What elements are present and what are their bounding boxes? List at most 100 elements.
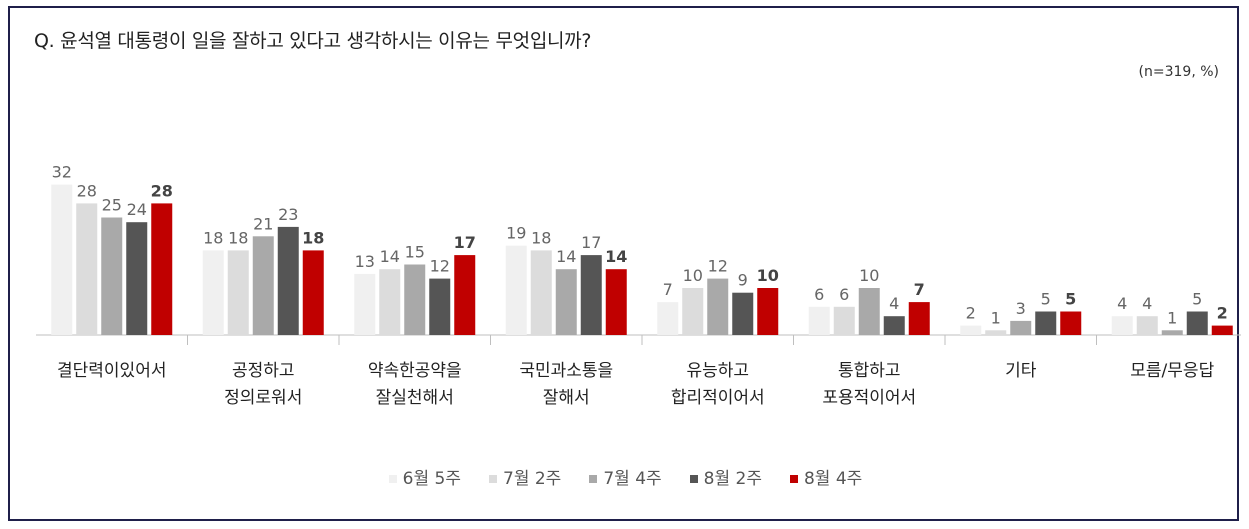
data-label: 1	[1167, 308, 1177, 327]
bar-2-2	[227, 250, 249, 335]
data-label: 14	[380, 247, 400, 266]
data-label: 9	[738, 271, 748, 290]
bar-7-2	[985, 330, 1007, 335]
question-title: Q. 윤석열 대통령이 일을 잘하고 있다고 생각하시는 이유는 무엇입니까?	[34, 30, 592, 52]
bar-8-1	[1111, 316, 1133, 335]
bar-8-3	[1161, 330, 1183, 335]
bar-6-2	[833, 306, 855, 335]
legend-swatch	[789, 475, 798, 483]
bar-4-5	[605, 269, 627, 335]
data-label: 5	[1041, 290, 1051, 309]
data-label: 28	[151, 181, 173, 200]
legend-label: 8월 2주	[703, 469, 762, 489]
data-label: 28	[77, 181, 97, 200]
bar-7-4	[1035, 311, 1057, 335]
data-label: 17	[581, 233, 601, 252]
legend-item: 7월 2주	[489, 464, 561, 489]
data-label: 15	[405, 243, 425, 262]
category-label: 국민과소통을	[519, 361, 613, 381]
bar-6-3	[858, 288, 880, 335]
bar-3-3	[404, 264, 426, 335]
bar-1-4	[126, 222, 148, 335]
legend: 6월 5주 7월 2주 7월 4주 8월 2주 8월 4주	[10, 464, 1241, 489]
data-label: 12	[708, 257, 728, 276]
bar-3-1	[354, 273, 376, 335]
legend-label: 7월 2주	[503, 469, 562, 489]
bar-8-2	[1136, 316, 1158, 335]
data-label: 18	[302, 228, 324, 247]
sample-note: (n=319, %)	[1138, 64, 1219, 80]
bar-2-5	[302, 250, 324, 335]
category-label: 공정하고	[232, 361, 295, 381]
data-label: 23	[278, 205, 298, 224]
category-label: 합리적이어서	[671, 388, 765, 408]
bar-1-3	[101, 217, 123, 335]
legend-item: 6월 5주	[388, 464, 461, 489]
category-label: 정의로워서	[224, 388, 302, 408]
bar-4-4	[580, 255, 602, 335]
data-label: 19	[506, 224, 526, 243]
data-label: 4	[1117, 294, 1127, 313]
bar-4-2	[530, 250, 552, 335]
data-label: 32	[52, 163, 72, 182]
data-label: 4	[889, 294, 899, 313]
category-label: 잘해서	[543, 388, 590, 408]
bar-5-1	[657, 302, 679, 335]
legend-label: 7월 4주	[603, 469, 662, 489]
data-label: 25	[102, 196, 122, 215]
data-label: 14	[556, 247, 576, 266]
category-label: 모름/무응답	[1130, 361, 1214, 381]
bar-5-3	[707, 278, 729, 335]
data-label: 18	[203, 228, 223, 247]
category-label: 약속한공약을	[368, 361, 462, 381]
data-label: 10	[757, 266, 779, 285]
legend-label: 6월 5주	[402, 469, 461, 489]
bar-2-3	[252, 236, 274, 335]
category-label: 결단력이있어서	[57, 361, 166, 381]
data-label: 24	[127, 200, 147, 219]
legend-label: 8월 4주	[803, 469, 863, 489]
data-label: 2	[966, 304, 976, 323]
data-label: 13	[355, 252, 375, 271]
bar-6-4	[883, 316, 905, 335]
legend-swatch	[689, 475, 698, 483]
category-label: 잘실천해서	[376, 388, 454, 408]
bar-5-5	[757, 288, 779, 335]
bar-1-5	[151, 203, 173, 335]
data-label: 12	[430, 257, 450, 276]
chart-frame: Q. 윤석열 대통령이 일을 잘하고 있다고 생각하시는 이유는 무엇입니까? …	[8, 6, 1241, 521]
bar-3-5	[454, 255, 476, 335]
data-label: 7	[914, 280, 925, 299]
bar-2-4	[277, 226, 299, 335]
bar-8-5	[1211, 325, 1233, 335]
bar-6-5	[908, 302, 930, 335]
bar-3-2	[379, 269, 401, 335]
data-label: 1	[991, 308, 1001, 327]
category-label: 통합하고	[838, 361, 901, 381]
bar-8-4	[1186, 311, 1208, 335]
legend-item: 7월 4주	[589, 464, 662, 489]
bar-1-2	[76, 203, 98, 335]
legend-swatch	[489, 475, 497, 483]
category-label: 유능하고	[686, 361, 749, 381]
data-label: 17	[454, 233, 476, 252]
data-label: 7	[663, 280, 673, 299]
category-label: 기타	[1005, 361, 1037, 381]
data-label: 4	[1142, 294, 1152, 313]
data-label: 21	[253, 214, 273, 233]
bar-7-1	[960, 325, 982, 335]
bar-7-3	[1010, 320, 1032, 335]
bar-4-1	[505, 245, 527, 335]
data-label: 6	[814, 285, 824, 304]
bar-3-4	[429, 278, 451, 335]
bar-5-2	[682, 288, 704, 335]
data-label: 5	[1192, 290, 1202, 309]
data-label: 18	[228, 228, 248, 247]
data-label: 10	[683, 266, 703, 285]
bar-1-1	[51, 184, 73, 335]
legend-item: 8월 4주	[789, 464, 863, 489]
legend-item: 8월 2주	[689, 464, 762, 489]
bar-4-3	[555, 269, 577, 335]
legend-swatch	[388, 475, 397, 483]
